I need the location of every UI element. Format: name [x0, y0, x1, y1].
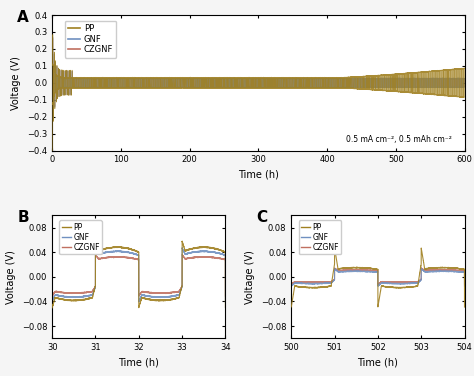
Text: A: A [17, 10, 29, 24]
Y-axis label: Voltage (V): Voltage (V) [246, 250, 255, 304]
Legend: PP, GNF, CZGNF: PP, GNF, CZGNF [64, 21, 117, 58]
Y-axis label: Voltage (V): Voltage (V) [6, 250, 16, 304]
Legend: PP, GNF, CZGNF: PP, GNF, CZGNF [299, 220, 341, 254]
Text: B: B [18, 210, 29, 225]
X-axis label: Time (h): Time (h) [118, 358, 159, 368]
X-axis label: Time (h): Time (h) [238, 170, 279, 180]
Text: C: C [256, 210, 268, 225]
Text: 0.5 mA cm⁻², 0.5 mAh cm⁻²: 0.5 mA cm⁻², 0.5 mAh cm⁻² [346, 135, 452, 144]
Legend: PP, GNF, CZGNF: PP, GNF, CZGNF [59, 220, 102, 254]
X-axis label: Time (h): Time (h) [357, 358, 398, 368]
Y-axis label: Voltage (V): Voltage (V) [11, 56, 21, 110]
